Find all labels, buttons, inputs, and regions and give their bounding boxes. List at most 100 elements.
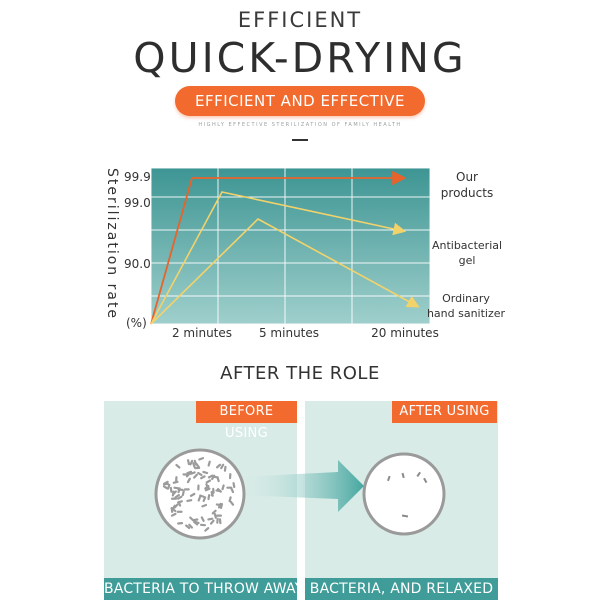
bacterium	[186, 499, 193, 503]
bacterium	[216, 517, 219, 524]
bacterium	[189, 492, 196, 497]
before-caption: BACTERIA TO THROW AWAY	[104, 578, 297, 600]
bacterium	[166, 483, 171, 490]
bacterium	[162, 485, 169, 490]
eyebrow-title: EFFICIENT	[237, 8, 363, 32]
bacterium	[197, 484, 200, 491]
bacterium	[228, 473, 232, 480]
x-tick-label: 5 minutes	[259, 326, 319, 340]
bacterium	[232, 482, 236, 489]
after-dish	[362, 452, 446, 536]
bacterium	[212, 475, 219, 479]
headline: QUICK-DRYING	[133, 34, 467, 82]
bacterium	[189, 471, 196, 475]
bacterium	[211, 509, 217, 515]
y-tick-label: 99.0	[124, 196, 151, 210]
bacterium	[174, 494, 180, 499]
bacterium	[189, 516, 195, 522]
bacterium	[185, 524, 191, 530]
series-line-our-products	[150, 170, 407, 325]
bacterium	[170, 506, 174, 513]
bacterium	[223, 465, 227, 472]
bacterium	[171, 490, 177, 496]
bacterium	[215, 489, 222, 493]
series-line-hand-sanitizer	[150, 218, 420, 325]
before-tag: BEFORE USING	[196, 401, 297, 441]
y-tick-label: (%)	[126, 316, 147, 330]
bacterium	[197, 495, 202, 502]
x-tick-label: 2 minutes	[172, 326, 232, 340]
x-tick-label: 20 minutes	[371, 326, 439, 340]
bacterium	[177, 522, 184, 525]
series-label-hand-sanitizer: Ordinary	[442, 292, 490, 305]
bacterium	[181, 490, 185, 497]
bacteria-sparse-icon	[387, 471, 428, 518]
y-axis-label: Sterilization rate	[104, 168, 120, 321]
y-tick-labels: 99.9 99.0 90.0 (%)	[124, 170, 151, 330]
bacterium	[229, 500, 235, 506]
bacterium	[176, 510, 183, 513]
bacterium	[205, 483, 210, 489]
series-label-antibacterial-gel: Antibacterial	[432, 239, 502, 252]
bacterium	[199, 523, 206, 527]
bacterium	[193, 520, 199, 526]
after-tag: AFTER USING	[392, 401, 497, 423]
bacterium	[198, 457, 205, 461]
transition-arrow-icon	[238, 460, 364, 512]
bacterium	[175, 463, 181, 469]
series-line-antibacterial-gel	[150, 191, 407, 325]
bacterium	[218, 518, 222, 525]
bacterium	[216, 514, 222, 517]
bacterium	[186, 459, 191, 466]
bacterium	[183, 488, 190, 491]
bacterium	[209, 519, 215, 525]
bacterium	[199, 494, 205, 498]
bacterium	[186, 477, 191, 484]
plot-area	[151, 168, 430, 324]
bacterium	[200, 475, 206, 480]
bacterium	[215, 463, 222, 469]
bacterium	[219, 503, 224, 509]
after-caption: BACTERIA, AND RELAXED	[305, 578, 498, 600]
bacterium	[201, 503, 208, 508]
section-title: AFTER THE ROLE	[220, 363, 380, 384]
bacterium	[221, 484, 225, 491]
bacterium	[170, 512, 177, 517]
grid	[150, 167, 431, 325]
x-tick-labels: 2 minutes 5 minutes 20 minutes	[172, 326, 439, 340]
bacterium	[202, 496, 207, 503]
series-label-our-products: products	[441, 186, 493, 200]
series-label-antibacterial-gel: gel	[459, 254, 476, 267]
bacterium	[172, 480, 179, 484]
bacterium	[207, 460, 211, 467]
bacterium	[192, 462, 196, 469]
bacterium	[230, 487, 235, 494]
bacterium	[175, 476, 178, 483]
bacterium	[228, 496, 232, 503]
bacterium	[194, 466, 201, 470]
bacterium	[215, 503, 222, 507]
y-tick-label: 99.9	[124, 170, 151, 184]
bacterium	[176, 495, 183, 500]
divider	[292, 139, 308, 141]
bacterium	[188, 523, 194, 529]
bacteria-dense-icon	[162, 457, 236, 532]
tagline: HIGHLY EFFECTIVE STERILIZATION OF FAMILY…	[198, 122, 402, 128]
bacterium	[182, 473, 189, 476]
series-label-hand-sanitizer: hand sanitizer	[427, 307, 506, 320]
bacterium	[204, 527, 210, 532]
bacterium	[163, 480, 169, 485]
bacterium	[207, 474, 214, 479]
bacterium	[210, 490, 214, 497]
bacterium	[213, 512, 217, 519]
bacterium	[202, 470, 209, 475]
bacterium	[205, 479, 212, 484]
bacterium	[207, 494, 211, 501]
bacterium	[207, 517, 214, 521]
bacterium	[177, 487, 181, 494]
bacterium	[173, 486, 180, 490]
bacterium	[220, 463, 225, 470]
series-labels: Our products Antibacterial gel Ordinary …	[427, 170, 506, 320]
